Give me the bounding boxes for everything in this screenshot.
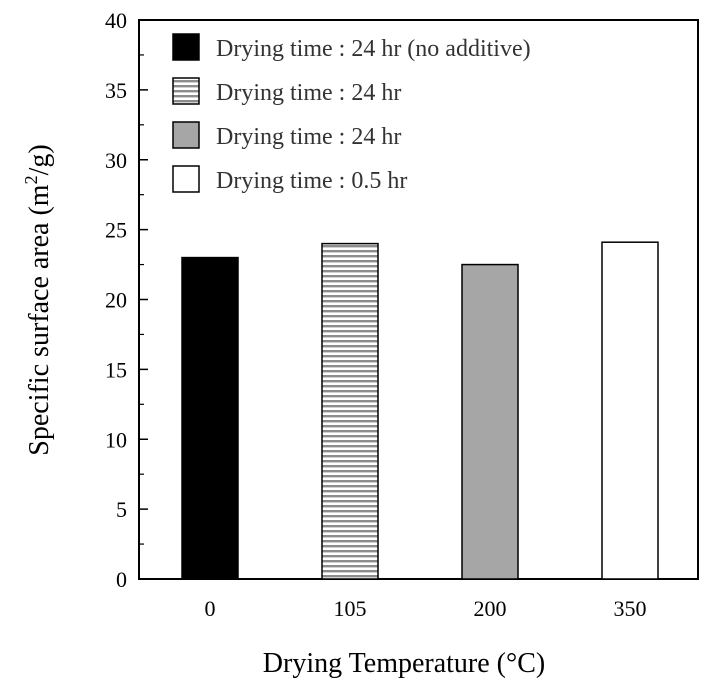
legend-label: Drying time : 24 hr (no additive) [216,36,531,62]
x-tick-label: 350 [614,596,647,621]
bar-350 [601,241,659,580]
legend-swatch [172,121,200,149]
y-tick-label: 40 [105,8,127,33]
legend-label: Drying time : 0.5 hr [216,168,407,194]
y-tick-label: 35 [105,78,127,103]
x-axis-title: Drying Temperature (°C) [263,648,545,679]
y-tick-label: 0 [116,567,127,592]
y-tick-label: 30 [105,148,127,173]
legend-label: Drying time : 24 hr [216,80,401,106]
bar-0 [181,256,239,580]
y-tick-label: 5 [116,497,127,522]
y-tick-label: 25 [105,218,127,243]
legend-swatch [172,33,200,61]
x-tick-label: 0 [205,596,216,621]
legend-swatch [172,165,200,193]
bar-105 [321,242,379,580]
x-tick-label: 200 [474,596,507,621]
y-tick-label: 15 [105,357,127,382]
svg-text:Specific surface area (m2/g): Specific surface area (m2/g) [21,144,55,455]
legend-label: Drying time : 24 hr [216,124,401,150]
x-tick-label: 105 [334,596,367,621]
legend-swatch [172,77,200,105]
y-tick-label: 10 [105,427,127,452]
y-tick-label: 20 [105,288,127,313]
y-axis-title: Specific surface area (m2/g) [21,144,55,455]
bar-200 [461,263,519,580]
